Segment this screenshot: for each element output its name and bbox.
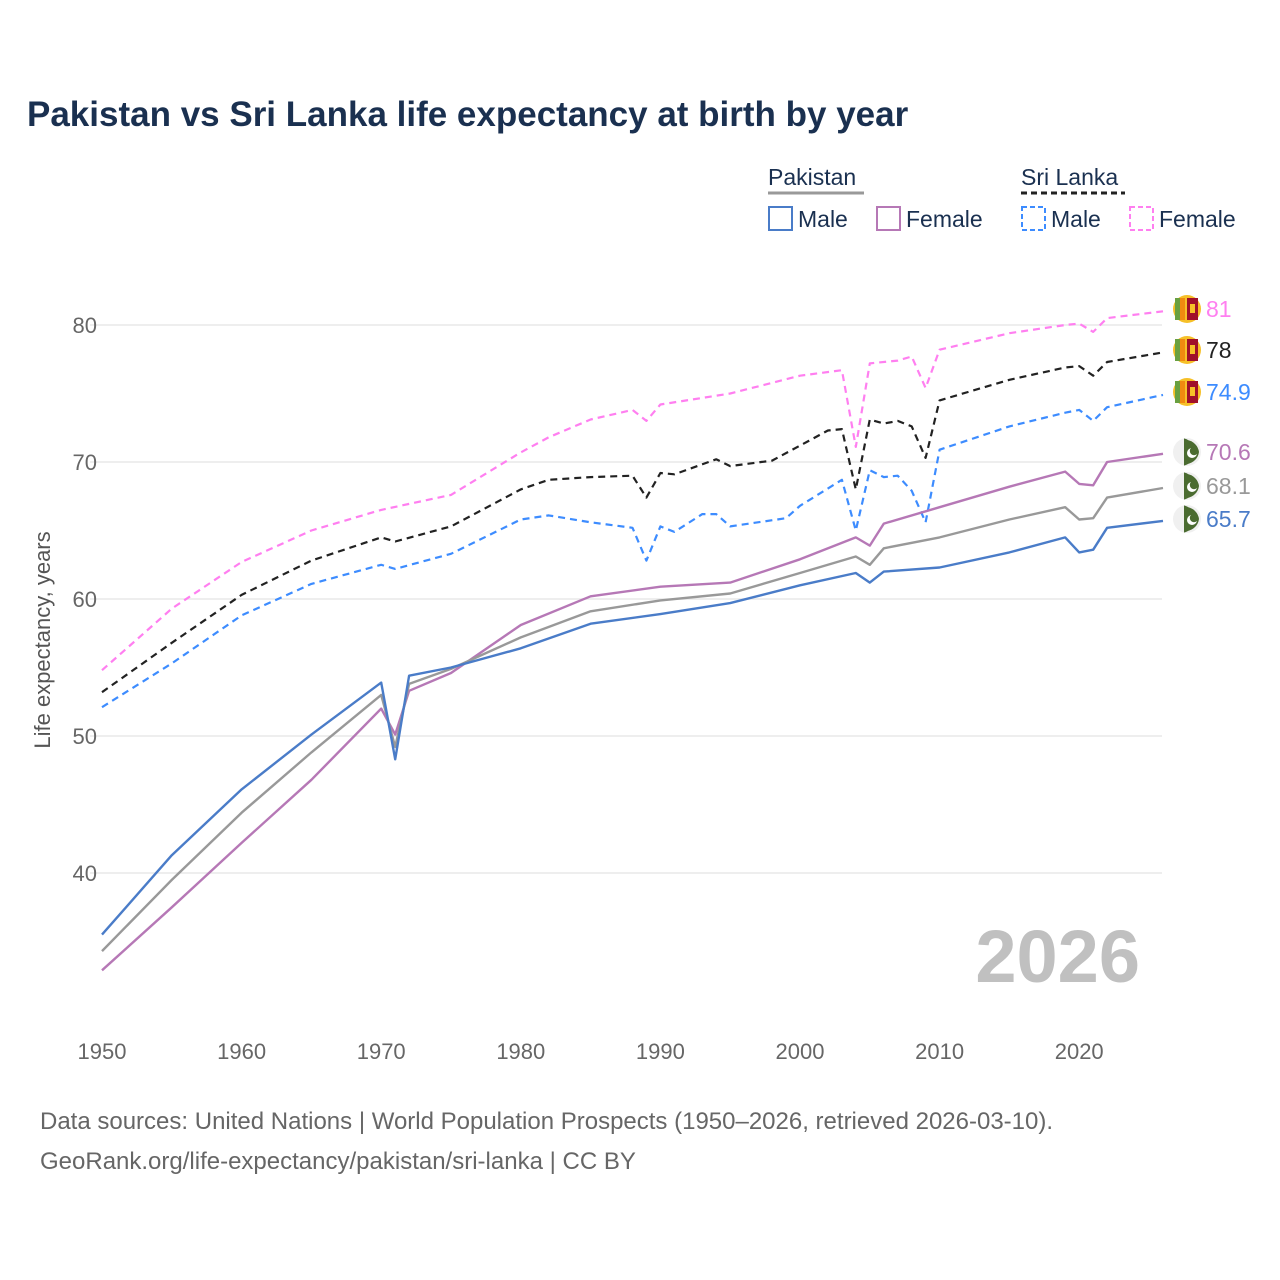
series-line-sri-lanka-male [101,393,1164,709]
legend-swatch [1129,206,1154,231]
crescent-cut [1189,446,1199,456]
end-value-label: 81 [1206,296,1232,322]
series-line-pakistan [101,486,1164,952]
chart-title: Pakistan vs Sri Lanka life expectancy at… [27,95,909,134]
flag-green [1175,339,1180,361]
flag-orange [1180,298,1185,320]
series-line-pakistan-female [101,452,1164,972]
flag-green [1175,298,1180,320]
x-tick-label: 2010 [915,1039,964,1064]
end-value-label: 78 [1206,337,1232,363]
legend-group-title: Sri Lanka [1021,164,1118,190]
flag-green [1175,381,1180,403]
sri-lanka-flag-icon [1173,378,1201,406]
end-value-label: 65.7 [1206,506,1251,532]
legend-item-label: Female [906,206,983,232]
y-tick-label: 80 [73,313,97,338]
year-watermark: 2026 [975,915,1140,998]
x-tick-label: 1970 [357,1039,406,1064]
end-value-label: 74.9 [1206,379,1251,405]
flag-orange [1180,381,1185,403]
y-tick-label: 60 [73,587,97,612]
x-tick-label: 2000 [776,1039,825,1064]
legend-swatch [876,206,901,231]
sri-lanka-flag-icon [1173,295,1201,323]
pakistan-flag-icon [1173,472,1201,500]
x-tick-label: 1960 [217,1039,266,1064]
pakistan-flag-icon [1173,505,1201,533]
x-tick-label: 1990 [636,1039,685,1064]
legend-item-label: Male [1051,206,1101,232]
legend-item-label: Male [798,206,848,232]
y-tick-label: 40 [73,861,97,886]
y-tick-label: 70 [73,450,97,475]
end-value-label: 68.1 [1206,473,1251,499]
crescent-cut [1189,513,1199,523]
y-tick-label: 50 [73,724,97,749]
source-line-1: Data sources: United Nations | World Pop… [40,1108,1054,1135]
flag-lion [1190,387,1195,396]
x-tick-label: 1980 [496,1039,545,1064]
source-line-2: GeoRank.org/life-expectancy/pakistan/sri… [40,1148,636,1175]
series-line-sri-lanka-female [101,310,1164,672]
legend-swatch [1021,206,1046,231]
sri-lanka-flag-icon [1173,336,1201,364]
end-value-label: 70.6 [1206,439,1251,465]
flag-lion [1190,304,1195,313]
x-tick-label: 1950 [78,1039,127,1064]
legend-item-label: Female [1159,206,1236,232]
legend-swatch [768,206,793,231]
legend-group-title: Pakistan [768,164,856,190]
crescent-cut [1189,480,1199,490]
series-line-pakistan-male [101,519,1164,936]
y-axis-label: Life expectancy, years [30,531,55,748]
series-line-sri-lanka [101,351,1164,694]
flag-lion [1190,345,1195,354]
x-tick-label: 2020 [1055,1039,1104,1064]
pakistan-flag-icon [1173,438,1201,466]
flag-orange [1180,339,1185,361]
